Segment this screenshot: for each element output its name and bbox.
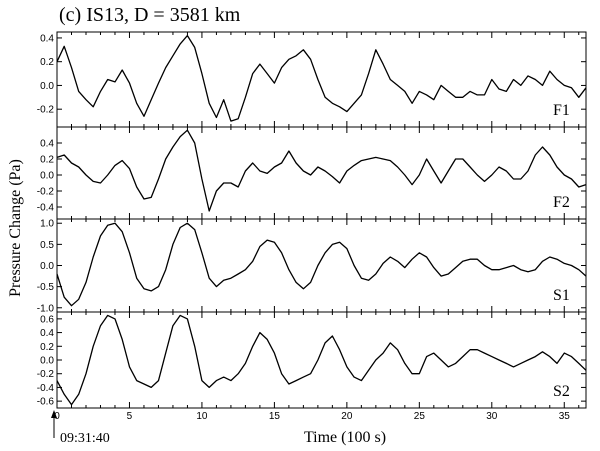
panel-s2: 0.6 0.4 0.2 0.0 -0.2 -0.4 -0.6 S2 xyxy=(37,311,587,409)
panel-frame-f2 xyxy=(56,126,587,220)
panel-label-s1: S1 xyxy=(553,287,570,304)
panel-frame-s2 xyxy=(56,311,587,409)
y-tick-label: 0.2 xyxy=(40,57,54,68)
series-line-s1 xyxy=(56,222,587,307)
series-line-f2 xyxy=(56,129,587,212)
panel-label-f2: F2 xyxy=(553,194,570,211)
y-tick-label: -0.4 xyxy=(37,383,55,394)
y-tick-label: 0.0 xyxy=(40,261,54,272)
x-tick-label: 15 xyxy=(269,411,281,422)
panel-label-f1: F1 xyxy=(553,102,570,119)
start-time-label: 09:31:40 xyxy=(60,431,110,446)
y-tick-label: 0.4 xyxy=(40,139,54,150)
y-axis-title: Pressure Change (Pa) xyxy=(7,159,24,297)
y-tick-label: -0.2 xyxy=(37,369,55,380)
y-tick-label: -1.0 xyxy=(37,303,55,314)
y-tick-label: 0.0 xyxy=(40,81,54,92)
x-tick-label: 0 xyxy=(54,411,60,422)
start-marker: 09:31:40 xyxy=(51,410,110,446)
y-tick-label: 0.2 xyxy=(40,342,54,353)
y-tick-label: -0.4 xyxy=(37,203,55,214)
x-tick-label: 30 xyxy=(486,411,498,422)
panels: 0.4 0.2 0.0 -0.2 F1 0.4 0.2 0.0 -0.2 -0.4 F2 1.0 0.5… xyxy=(37,31,587,409)
y-tick-label: 0.0 xyxy=(40,356,54,367)
y-tick-label: 0.4 xyxy=(40,328,54,339)
y-tick-label: 0.5 xyxy=(40,240,54,251)
x-tick-label: 5 xyxy=(127,411,133,422)
y-tick-label: 0.2 xyxy=(40,155,54,166)
panel-s1: 1.0 0.5 0.0 -0.5 -1.0 S1 xyxy=(37,218,587,314)
x-tick-label: 10 xyxy=(196,411,208,422)
series-line-f1 xyxy=(56,34,587,122)
series-line-s2 xyxy=(56,314,587,406)
y-tick-label: -0.2 xyxy=(37,105,55,116)
panel-f1: 0.4 0.2 0.0 -0.2 F1 xyxy=(37,31,587,128)
panel-label-s2: S2 xyxy=(553,383,570,400)
y-tick-label: 1.0 xyxy=(40,219,54,230)
panel-f2: 0.4 0.2 0.0 -0.2 -0.4 F2 xyxy=(37,126,587,220)
y-tick-label: 0.6 xyxy=(40,314,54,325)
x-tick-label: 20 xyxy=(341,411,353,422)
x-tick-label: 25 xyxy=(414,411,426,422)
start-arrow-head xyxy=(51,410,57,418)
panel-frame-f1 xyxy=(56,31,587,128)
y-tick-label: -0.5 xyxy=(37,282,55,293)
x-tick-label: 35 xyxy=(559,411,571,422)
panel-frame-s1 xyxy=(56,218,587,313)
chart-title: (c) IS13, D = 3581 km xyxy=(59,4,241,26)
x-axis-title: Time (100 s) xyxy=(304,429,386,446)
y-tick-label: -0.6 xyxy=(37,397,55,408)
y-tick-label: 0.0 xyxy=(40,171,54,182)
y-tick-label: -0.2 xyxy=(37,187,55,198)
y-tick-label: 0.4 xyxy=(40,33,54,44)
x-axis: 0 5 10 15 20 25 30 35 xyxy=(54,411,570,422)
